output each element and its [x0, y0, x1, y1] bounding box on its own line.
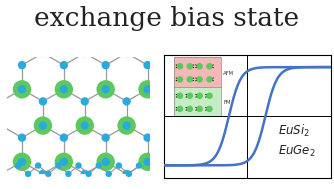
Circle shape: [75, 162, 82, 169]
Text: exchange bias state: exchange bias state: [34, 6, 300, 31]
Circle shape: [39, 170, 47, 178]
Circle shape: [65, 171, 71, 177]
Circle shape: [60, 133, 68, 142]
Circle shape: [18, 133, 26, 142]
Circle shape: [86, 171, 92, 177]
Circle shape: [106, 171, 112, 177]
Circle shape: [80, 121, 89, 130]
Text: EuGe$_2$: EuGe$_2$: [279, 144, 316, 159]
Circle shape: [123, 170, 131, 178]
Circle shape: [60, 158, 68, 166]
Circle shape: [75, 116, 94, 135]
Circle shape: [116, 162, 122, 169]
Circle shape: [60, 61, 68, 69]
Circle shape: [102, 133, 110, 142]
Circle shape: [123, 49, 131, 57]
Circle shape: [34, 116, 52, 135]
Circle shape: [102, 61, 110, 69]
Circle shape: [102, 85, 110, 94]
Circle shape: [143, 85, 152, 94]
Circle shape: [102, 158, 110, 166]
Circle shape: [39, 97, 47, 106]
Circle shape: [138, 80, 157, 98]
Circle shape: [13, 153, 31, 171]
Circle shape: [143, 61, 152, 69]
Circle shape: [60, 85, 68, 94]
Circle shape: [18, 61, 26, 69]
Circle shape: [39, 49, 47, 57]
Circle shape: [126, 171, 132, 177]
Circle shape: [118, 116, 136, 135]
Circle shape: [39, 121, 47, 130]
Circle shape: [97, 80, 115, 98]
Circle shape: [55, 162, 61, 169]
Circle shape: [55, 153, 73, 171]
Circle shape: [143, 158, 152, 166]
Circle shape: [25, 171, 31, 177]
Circle shape: [97, 153, 115, 171]
Circle shape: [18, 158, 26, 166]
Circle shape: [80, 170, 89, 178]
Text: EuSi$_2$: EuSi$_2$: [279, 123, 311, 139]
Circle shape: [143, 133, 152, 142]
Circle shape: [123, 121, 131, 130]
Circle shape: [15, 162, 21, 169]
Circle shape: [80, 97, 89, 106]
Circle shape: [35, 162, 41, 169]
Circle shape: [80, 49, 89, 57]
Circle shape: [45, 171, 51, 177]
Circle shape: [18, 85, 26, 94]
Circle shape: [136, 162, 142, 169]
Circle shape: [138, 153, 157, 171]
Circle shape: [123, 97, 131, 106]
Circle shape: [55, 80, 73, 98]
Circle shape: [13, 80, 31, 98]
Circle shape: [96, 162, 102, 169]
